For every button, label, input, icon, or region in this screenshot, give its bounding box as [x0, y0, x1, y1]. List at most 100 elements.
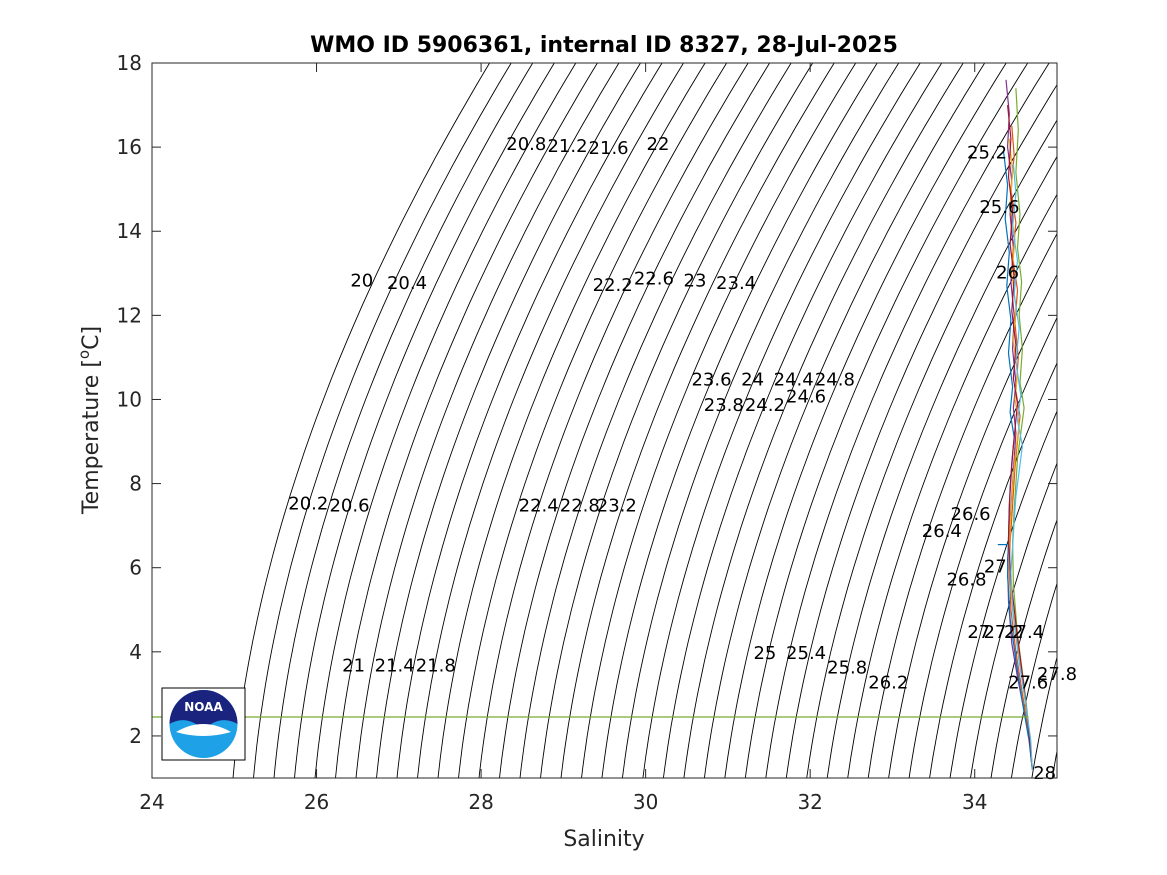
density-contour-line — [662, 63, 943, 778]
contour-label: 24.6 — [786, 386, 826, 407]
density-contour-line — [294, 63, 555, 778]
contour-label: 20.8 — [506, 134, 546, 155]
density-contour-line — [765, 63, 1050, 778]
x-tick-label: 28 — [468, 790, 493, 814]
density-contour-line — [437, 63, 706, 778]
contour-label: 26.2 — [868, 672, 908, 693]
contour-label: 21.2 — [547, 136, 587, 157]
density-contours — [232, 63, 1057, 778]
contour-label: 21 — [342, 656, 365, 677]
x-tick-label: 24 — [139, 790, 164, 814]
x-axis-ticks: 24 26 28 30 32 34 — [139, 63, 987, 814]
density-contour-line — [929, 361, 1057, 778]
density-contour-line — [519, 63, 792, 778]
plot-frame — [151, 62, 1058, 779]
contour-label: 22 — [647, 134, 670, 155]
density-contour-line — [376, 63, 642, 778]
y-tick-label: 10 — [117, 387, 142, 411]
contour-label: 24.8 — [815, 370, 855, 391]
y-tick-label: 12 — [117, 303, 142, 327]
contour-labels: 20 20.4 20.2 20.6 20.8 21.2 21.6 22 21 21.4 21.8 22… — [288, 134, 1077, 784]
contour-label: 23 — [684, 271, 707, 292]
contour-label: 20.4 — [387, 273, 427, 294]
density-contour-line — [744, 63, 1029, 778]
density-contour-line — [396, 63, 663, 778]
y-tick-label: 2 — [129, 724, 142, 748]
contour-label: 21.4 — [375, 656, 415, 677]
y-axis-label: Temperature [oC] — [75, 326, 104, 515]
profile-line — [1007, 105, 1033, 770]
contour-label: 27.6 — [1008, 672, 1048, 693]
density-contour-line — [417, 63, 685, 778]
density-contour-line — [478, 63, 749, 778]
density-contour-line — [867, 232, 1057, 778]
density-contour-line — [1010, 581, 1057, 778]
contour-label: 26 — [996, 262, 1019, 283]
contour-label: 27.2 — [983, 622, 1023, 643]
density-contour-line — [499, 63, 771, 778]
contour-label: 22.6 — [634, 269, 674, 290]
contour-label: 20 — [350, 271, 373, 292]
contour-label: 21.6 — [589, 138, 629, 159]
y-axis-label-part-1: Temperature [ — [79, 359, 104, 515]
contour-label: 25.2 — [967, 142, 1007, 163]
y-tick-label: 4 — [129, 640, 142, 664]
density-contour-line — [949, 410, 1057, 778]
density-contour-line — [540, 63, 814, 778]
contour-label: 23.2 — [597, 496, 637, 517]
density-contour-line — [990, 518, 1057, 778]
x-tick-label: 34 — [962, 790, 987, 814]
profile-line — [1010, 163, 1033, 770]
density-contour-line — [888, 273, 1057, 778]
contour-label: 26.8 — [946, 569, 986, 590]
y-axis-label-degree: o — [75, 350, 93, 359]
x-tick-label: 30 — [633, 790, 658, 814]
density-contour-line — [1031, 655, 1057, 778]
density-contour-line — [335, 63, 598, 778]
contour-label: 27 — [984, 557, 1007, 578]
density-contour-line — [683, 63, 964, 778]
y-axis-label-part-2: C] — [79, 326, 104, 350]
contour-label: 28 — [1033, 763, 1056, 784]
density-contour-line — [314, 63, 577, 778]
noaa-logo-top — [169, 690, 238, 730]
density-contour-line — [581, 63, 857, 778]
contour-label: 20.6 — [329, 496, 369, 517]
density-contour-line — [642, 63, 921, 778]
contour-label: 22.4 — [519, 496, 559, 517]
noaa-logo: NOAA — [161, 687, 246, 761]
contour-label: 24 — [741, 370, 764, 391]
contour-label: 25.4 — [786, 643, 826, 664]
y-tick-label: 6 — [129, 556, 142, 580]
x-axis-label: Salinity — [563, 827, 644, 852]
contour-label: 22.8 — [560, 496, 600, 517]
density-contour-line — [560, 63, 835, 778]
contour-label: 27 — [967, 622, 990, 643]
density-contour-line — [232, 63, 491, 778]
x-tick-label: 32 — [797, 790, 822, 814]
y-tick-label: 16 — [117, 135, 142, 159]
profile-line — [1008, 138, 1033, 770]
density-contour-line — [724, 63, 1007, 778]
contour-label: 25 — [753, 643, 776, 664]
contour-label: 25.8 — [827, 658, 867, 679]
contour-label: 21.8 — [416, 656, 456, 677]
contour-label: 27.4 — [1004, 622, 1044, 643]
density-contour-line — [785, 83, 1057, 778]
contour-label: 26.6 — [951, 504, 991, 525]
density-contour-line — [970, 461, 1057, 778]
noaa-logo-gull — [176, 724, 231, 736]
contour-label: 23.6 — [691, 370, 731, 391]
noaa-logo-text: NOAA — [184, 700, 223, 714]
profile-series — [997, 79, 1033, 770]
contour-label: 25.6 — [979, 197, 1019, 218]
x-tick-label: 26 — [304, 790, 329, 814]
chart-title: WMO ID 5906361, internal ID 8327, 28-Jul… — [310, 33, 898, 58]
y-tick-label: 14 — [117, 219, 142, 243]
contour-label: 24.4 — [774, 370, 814, 391]
y-tick-label: 8 — [129, 472, 142, 496]
contour-label: 20.2 — [288, 494, 328, 515]
density-contour-line — [806, 119, 1057, 778]
